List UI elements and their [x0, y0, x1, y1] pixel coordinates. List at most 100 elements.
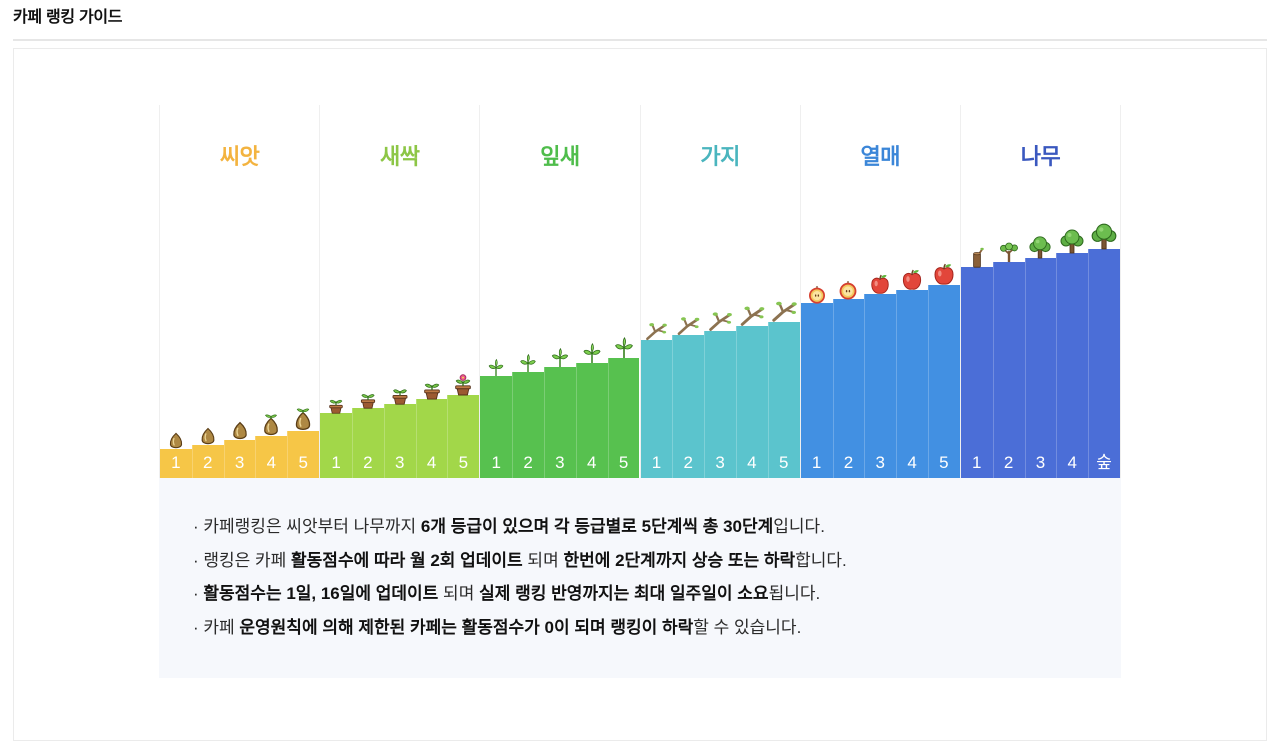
guide-text: · 카페랭킹은 씨앗부터 나무까지 — [193, 517, 421, 536]
tier-column: 씨앗 1 2 3 4 5 — [160, 105, 321, 478]
step-bar: 3 — [544, 348, 576, 478]
step-label: 3 — [1035, 453, 1046, 472]
step-label: 3 — [395, 453, 405, 472]
guide-notes: · 카페랭킹은 씨앗부터 나무까지 6개 등급이 있으며 각 등급별로 5단계씩… — [159, 478, 1121, 678]
step-bar: 5 — [767, 301, 800, 478]
guide-line: · 랭킹은 카페 활동점수에 따라 월 2회 업데이트 되며 한번에 2단계까지… — [193, 544, 1121, 578]
step-bar: 4 — [896, 269, 928, 478]
step-label: 4 — [1067, 453, 1077, 472]
step-label: 2 — [843, 453, 854, 472]
guide-highlight: 한번에 2단계까지 상승 또는 하락 — [563, 550, 796, 570]
branch-icon — [708, 310, 732, 332]
tier-steps: 1 2 3 4 5 — [160, 105, 320, 478]
tier-column: 잎새 1 2 3 4 5 — [480, 105, 641, 478]
step-label: 3 — [715, 453, 725, 472]
step-label: 4 — [266, 453, 277, 472]
apple-icon — [869, 273, 891, 295]
step-label: 4 — [587, 453, 597, 472]
guide-text: 되며 — [522, 550, 564, 570]
step-bar: 5 — [928, 263, 960, 478]
guide-text: · 랭킹은 카페 — [193, 550, 292, 570]
guide-highlight: 활동점수는 1일, 16일에 업데이트 — [203, 584, 439, 604]
ranking-chart: 씨앗 1 2 3 4 5 새싹 1 2 3 4 5 잎새 1 2 3 4 5 가지 1 2 3 4 5 열매 1 2 3 4 5 나무 1 2 3… — [159, 105, 1122, 478]
step-label: 2 — [683, 453, 693, 472]
branch-icon — [677, 315, 700, 336]
step-bar: 2 — [672, 317, 705, 478]
guide-line: · 카페 운영원칙에 의해 제한된 카페는 활동점수가 0이 되며 랭킹이 하락… — [193, 611, 1121, 645]
guide-line: · 카페랭킹은 씨앗부터 나무까지 6개 등급이 있으며 각 등급별로 5단계씩… — [193, 510, 1121, 544]
flower-pot-icon — [452, 372, 474, 396]
step-bar: 3 — [864, 274, 897, 478]
step-bar: 1 — [960, 247, 993, 478]
step-bar: 2 — [191, 427, 224, 478]
step-label: 2 — [523, 453, 533, 472]
step-bar: 2 — [512, 353, 544, 478]
branch-icon — [645, 321, 668, 341]
seed-icon — [199, 426, 216, 446]
tier-steps: 1 2 3 4 5 — [640, 105, 800, 478]
sprout-pot-icon — [327, 395, 346, 414]
tree-icon — [1090, 222, 1118, 250]
apple-half-icon — [807, 284, 826, 304]
step-label: 1 — [491, 453, 501, 472]
sprout-pot-icon — [421, 378, 443, 400]
tier-name: 새싹 — [380, 144, 420, 169]
guide-text: 입니다. — [773, 517, 825, 536]
step-bar: 5 — [287, 408, 320, 478]
tier-name: 열매 — [860, 144, 901, 169]
sprouting-seed-icon — [294, 407, 313, 432]
step-bar: 4 — [575, 342, 608, 478]
guide-text: 합니다. — [795, 550, 847, 570]
step-bar: 4 — [736, 306, 768, 478]
page-title: 카페 랭킹 가이드 — [13, 9, 123, 26]
step-bar: 1 — [160, 432, 192, 478]
step-label: 5 — [939, 453, 949, 472]
guide-text: · 카페 — [193, 618, 240, 638]
guide-text: 됩니다. — [768, 584, 821, 604]
tier-column: 새싹 1 2 3 4 5 — [320, 105, 481, 478]
branch-icon — [771, 299, 797, 323]
stump-icon — [970, 246, 984, 268]
guide-text: 할 수 있습니다. — [693, 618, 802, 638]
apple-half-icon — [838, 279, 858, 300]
tier-name: 잎새 — [540, 144, 580, 169]
step-label: 1 — [972, 453, 982, 472]
guide-highlight: 6개 등급이 있으며 각 등급별로 5단계씩 총 30단계 — [420, 517, 774, 536]
step-bar: 5 — [607, 337, 640, 478]
step-label: 5 — [458, 453, 469, 472]
step-label: 2 — [1003, 453, 1014, 472]
sprout-pot-icon — [389, 384, 410, 405]
step-bar: 1 — [800, 286, 833, 478]
leaf-sprout-icon — [550, 346, 570, 368]
tier-column: 나무 1 2 3 4 숲 — [960, 105, 1122, 478]
step-label: 1 — [331, 453, 341, 472]
sprouting-seed-icon — [262, 413, 280, 437]
tier-name: 나무 — [1020, 144, 1061, 169]
tier-column: 가지 1 2 3 4 5 — [640, 105, 801, 478]
tier-steps: 1 2 3 4 5 — [800, 105, 960, 478]
guide-line: · 활동점수는 1일, 16일에 업데이트 되며 실제 랭킹 반영까지는 최대 … — [193, 577, 1121, 611]
step-bar: 3 — [223, 421, 256, 478]
tree-icon — [1028, 235, 1052, 259]
step-label: 3 — [875, 453, 885, 472]
step-bar: 1 — [480, 358, 513, 478]
step-bar: 2 — [992, 242, 1025, 478]
sprout-pot-icon — [358, 389, 378, 409]
step-bar: 5 — [447, 373, 480, 478]
step-bar: 1 — [640, 322, 673, 478]
branch-icon — [739, 304, 765, 327]
seed-icon — [231, 420, 249, 441]
tier-name: 씨앗 — [219, 144, 260, 169]
guide-text: · — [193, 584, 204, 604]
tier-column: 열매 1 2 3 4 5 — [800, 105, 961, 478]
guide-highlight: 실제 랭킹 반영까지는 최대 일주일이 소요 — [479, 584, 769, 604]
apple-icon — [932, 262, 956, 286]
step-label: 4 — [747, 453, 757, 472]
tier-steps: 1 2 3 4 5 — [480, 105, 640, 478]
leaf-sprout-icon — [519, 352, 538, 373]
step-bar: 2 — [352, 394, 384, 478]
step-label: 5 — [298, 453, 308, 472]
apple-icon — [901, 268, 924, 291]
step-bar: 2 — [832, 280, 865, 478]
